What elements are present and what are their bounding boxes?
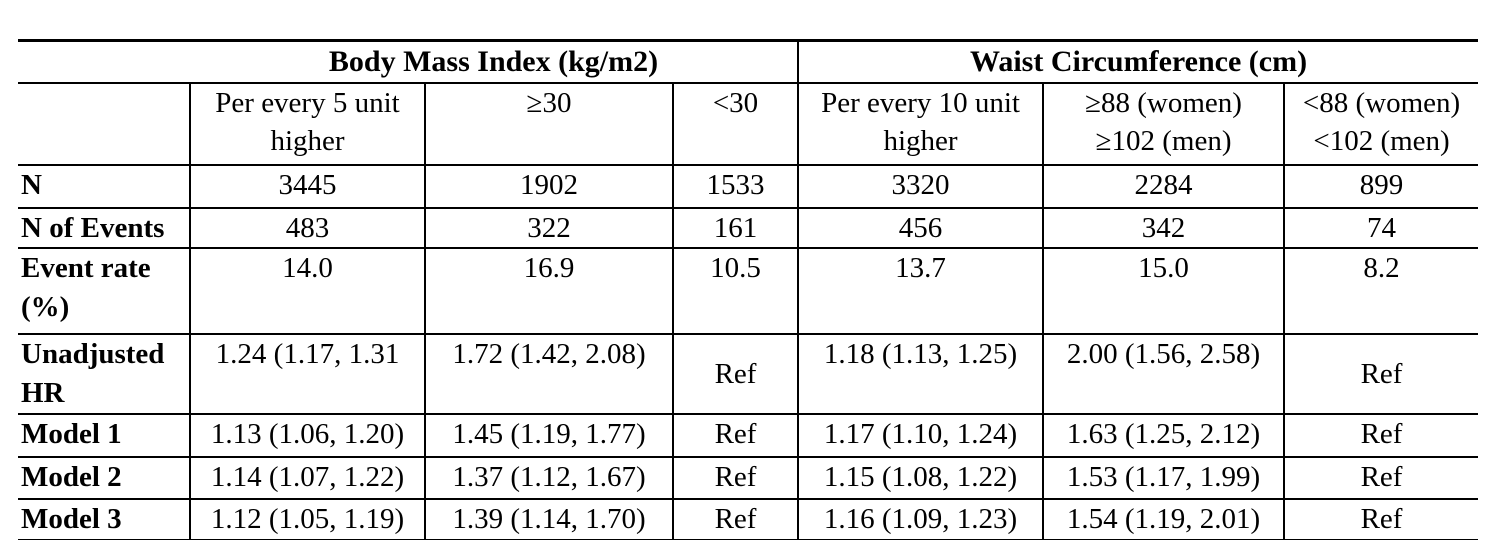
table-cell: 1.15 (1.08, 1.22) [797, 455, 1045, 500]
table-cell: 1533 [671, 163, 800, 209]
table-cell: Ref [1283, 497, 1479, 540]
table-row-model-1: Model 1 1.13 (1.06, 1.20) 1.45 (1.19, 1.… [18, 412, 1479, 458]
table-cell: 74 [1283, 206, 1479, 250]
table-cell: 15.0 [1042, 247, 1286, 336]
header-line: ≥30 [526, 86, 572, 119]
row-label: N of Events [18, 206, 191, 250]
header-line: ≥88 (women) [1085, 86, 1242, 119]
column-header-bmi-lt30: <30 [671, 81, 800, 166]
column-header-row: Per every 5 unit higher ≥30 <30 Per ever… [18, 81, 1479, 166]
column-header-bmi-per5: Per every 5 unit higher [189, 81, 426, 166]
table-cell: 10.5 [671, 247, 800, 336]
row-label-line: Unadjusted [21, 338, 165, 371]
table-row-unadjusted-hr: Unadjusted HR 1.24 (1.17, 1.31 1.72 (1.4… [18, 333, 1479, 415]
table-row-model-3: Model 3 1.12 (1.05, 1.19) 1.39 (1.14, 1.… [18, 497, 1479, 540]
header-line: <102 (men) [1313, 125, 1450, 158]
table-cell: Ref [671, 412, 800, 458]
table-cell: 899 [1283, 163, 1479, 209]
table-cell: 1.14 (1.07, 1.22) [189, 455, 426, 500]
table-cell: Ref [1283, 412, 1479, 458]
header-line: Per every 10 unit [821, 86, 1020, 119]
table-cell: 1.24 (1.17, 1.31 [189, 333, 426, 415]
table-cell: 16.9 [424, 247, 674, 336]
table-cell: Ref [671, 333, 800, 415]
table-cell: Ref [671, 455, 800, 500]
table-row-model-2: Model 2 1.14 (1.07, 1.22) 1.37 (1.12, 1.… [18, 455, 1479, 500]
column-header-wc-per10: Per every 10 unit higher [797, 81, 1045, 166]
header-line: higher [883, 125, 958, 158]
group-header-row: Body Mass Index (kg/m2) Waist Circumfere… [18, 38, 1479, 84]
table-cell: 483 [189, 206, 426, 250]
table-cell: Ref [1283, 455, 1479, 500]
table-cell: 1.12 (1.05, 1.19) [189, 497, 426, 540]
table-cell: 1.37 (1.12, 1.67) [424, 455, 674, 500]
table-cell: 3320 [797, 163, 1045, 209]
table-row-n-events: N of Events 483 322 161 456 342 74 [18, 206, 1479, 250]
row-label: Model 2 [18, 455, 191, 500]
table-cell: Ref [671, 497, 800, 540]
row-label: Unadjusted HR [18, 333, 191, 415]
table-cell: 3445 [189, 163, 426, 209]
table-cell: 1.39 (1.14, 1.70) [424, 497, 674, 540]
bmi-group-header: Body Mass Index (kg/m2) [190, 38, 800, 84]
table-cell: 1.18 (1.13, 1.25) [797, 333, 1045, 415]
table-cell: 1.17 (1.10, 1.24) [797, 412, 1045, 458]
header-line: higher [270, 125, 345, 158]
table-cell: 1.53 (1.17, 1.99) [1042, 455, 1286, 500]
column-header-wc-low: <88 (women) <102 (men) [1283, 81, 1479, 166]
header-line: ≥102 (men) [1095, 125, 1232, 158]
table-cell: 342 [1042, 206, 1286, 250]
table-row-n: N 3445 1902 1533 3320 2284 899 [18, 163, 1479, 209]
column-header-wc-high: ≥88 (women) ≥102 (men) [1042, 81, 1286, 166]
table-cell: Ref [1283, 333, 1479, 415]
corner-cell [18, 38, 190, 84]
table-cell: 1.72 (1.42, 2.08) [424, 333, 674, 415]
row-label-line: Event rate [21, 252, 151, 285]
table-cell: 1.63 (1.25, 2.12) [1042, 412, 1286, 458]
header-line: <30 [712, 86, 759, 119]
table-cell: 1.13 (1.06, 1.20) [189, 412, 426, 458]
header-line: Per every 5 unit [215, 86, 400, 119]
table-cell: 456 [797, 206, 1045, 250]
table-cell: 1.16 (1.09, 1.23) [797, 497, 1045, 540]
table-cell: 8.2 [1283, 247, 1479, 336]
row-label: Event rate (%) [18, 247, 191, 336]
header-line: <88 (women) [1302, 86, 1461, 119]
results-table: Body Mass Index (kg/m2) Waist Circumfere… [18, 38, 1479, 540]
row-label: N [18, 163, 191, 209]
table-cell: 322 [424, 206, 674, 250]
table-cell: 1.45 (1.19, 1.77) [424, 412, 674, 458]
table-cell: 13.7 [797, 247, 1045, 336]
table-row-event-rate: Event rate (%) 14.0 16.9 10.5 13.7 15.0 … [18, 247, 1479, 336]
table-cell: 2284 [1042, 163, 1286, 209]
table-cell: 14.0 [189, 247, 426, 336]
column-header-bmi-ge30: ≥30 [424, 81, 674, 166]
table-cell: 161 [671, 206, 800, 250]
row-label-line: (%) [21, 291, 70, 324]
row-label-line: HR [21, 377, 65, 410]
row-label: Model 3 [18, 497, 191, 540]
row-label: Model 1 [18, 412, 191, 458]
table-cell: 1.54 (1.19, 2.01) [1042, 497, 1286, 540]
table-cell: 1902 [424, 163, 674, 209]
corner-cell [18, 81, 191, 166]
wc-group-header: Waist Circumference (cm) [797, 38, 1479, 84]
table-cell: 2.00 (1.56, 2.58) [1042, 333, 1286, 415]
